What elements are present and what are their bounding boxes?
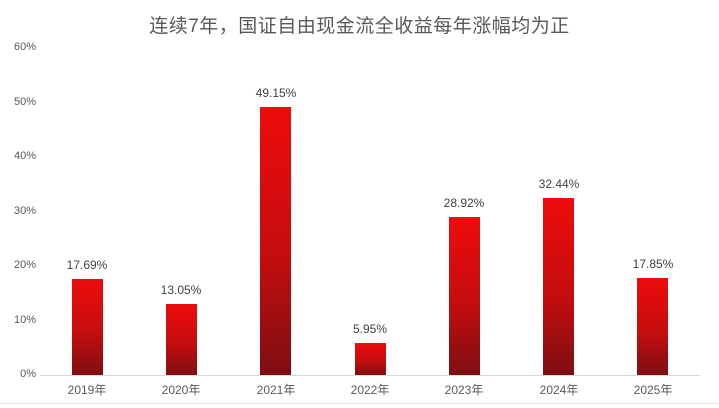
y-axis-tick-label: 20% <box>13 259 36 271</box>
x-axis-category-label: 2022年 <box>350 383 390 397</box>
bar-value-label: 28.92% <box>443 196 485 210</box>
bar-2019年 <box>72 279 103 375</box>
y-axis-tick-label: 60% <box>13 41 36 53</box>
x-axis-category-label: 2024年 <box>539 383 579 397</box>
bar-2023年 <box>449 217 480 375</box>
y-axis-tick-label: 30% <box>13 204 36 217</box>
x-axis-category-label: 2023年 <box>444 383 484 397</box>
y-axis-tick-label: 40% <box>13 150 36 162</box>
chart-title: 连续7年，国证自由现金流全收益每年涨幅均为正 <box>149 16 570 37</box>
bar-value-label: 17.69% <box>66 258 108 272</box>
bottom-border-line <box>0 403 719 404</box>
x-axis-line <box>40 375 700 376</box>
x-axis-category-label: 2021年 <box>256 383 296 397</box>
x-axis-category-label: 2020年 <box>161 383 201 397</box>
y-axis-tick-label: 0% <box>20 368 36 380</box>
x-axis-category-label: 2025年 <box>633 383 673 397</box>
bar-value-label: 17.85% <box>632 257 674 271</box>
bar-2025年 <box>637 278 668 375</box>
bar-2024年 <box>543 198 574 375</box>
bar-2021年 <box>260 107 291 375</box>
bar-value-label: 13.05% <box>160 283 202 297</box>
bar-value-label: 32.44% <box>538 177 580 191</box>
bar-2022年 <box>355 343 386 375</box>
bar-2020年 <box>166 304 197 375</box>
y-axis-tick-label: 10% <box>13 313 36 326</box>
x-axis-category-label: 2019年 <box>67 383 107 397</box>
bar-value-label: 49.15% <box>255 86 297 100</box>
y-axis-tick-label: 50% <box>13 95 36 108</box>
bar-value-label: 5.95% <box>352 322 388 336</box>
